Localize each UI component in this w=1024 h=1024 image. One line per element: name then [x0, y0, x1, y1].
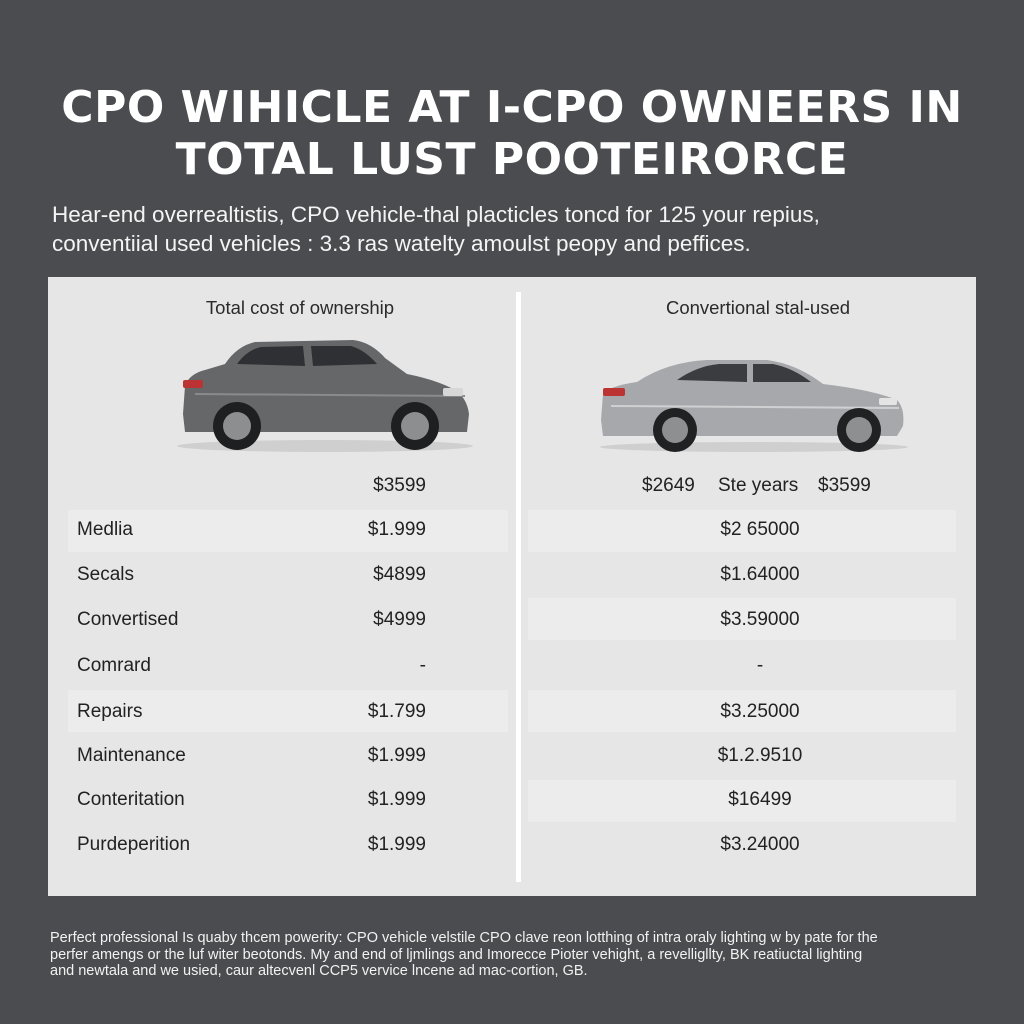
row-right-value: $3.24000 — [720, 834, 800, 855]
row-right-value: - — [756, 655, 764, 676]
row-right-value: $3.25000 — [720, 701, 800, 722]
row-band — [68, 510, 508, 552]
row-right-value: $2 65000 — [720, 519, 800, 540]
right-top-value-1: $2649 — [642, 475, 695, 496]
row-label: Medlia — [77, 519, 133, 540]
sedan-icon — [600, 360, 908, 452]
footer-line-3: and newtala and we usied, caur altecvenl… — [50, 963, 588, 979]
row-left-value: $1.999 — [367, 789, 426, 810]
left-column-heading: Total cost of ownership — [205, 297, 395, 318]
row-right-value: $3.59000 — [720, 609, 800, 630]
suv-icon — [177, 340, 473, 452]
subtitle-line-2: conventiial used vehicles : 3.3 ras wate… — [52, 231, 751, 256]
row-band — [528, 690, 956, 732]
row-left-value: - — [419, 655, 426, 676]
row-band — [528, 780, 956, 822]
subtitle-line-1: Hear-end overrealtistis, CPO vehicle-tha… — [52, 202, 820, 227]
row-label: Repairs — [77, 701, 143, 722]
right-top-value-2: Ste years — [718, 475, 799, 496]
subtitle: Hear-end overrealtistis, CPO vehicle-tha… — [52, 200, 952, 258]
column-divider — [516, 292, 521, 882]
title-line-1: CPO WIHICLE AT I-CPO OWNEERS IN — [61, 82, 963, 133]
row-label: Secals — [77, 564, 135, 585]
row-label: Conteritation — [77, 789, 185, 810]
row-right-value: $1.2.9510 — [717, 745, 803, 766]
row-left-value: $1.999 — [367, 745, 426, 766]
row-right-value: $1.64000 — [720, 564, 800, 585]
row-band — [68, 690, 508, 732]
footer-note: Perfect professional Is quaby thcem powe… — [50, 930, 980, 980]
row-left-value: $1.999 — [367, 519, 426, 540]
row-label: Comrard — [77, 655, 151, 676]
row-label: Convertised — [77, 609, 179, 630]
row-left-value: $4899 — [373, 564, 426, 585]
row-left-value: $1.999 — [367, 834, 426, 855]
page-title: CPO WIHICLE AT I-CPO OWNEERS IN TOTAL LU… — [0, 82, 1024, 186]
row-left-value: $4999 — [373, 609, 426, 630]
footer-line-1: Perfect professional Is quaby thcem powe… — [50, 930, 878, 946]
left-top-value: $3599 — [373, 475, 426, 496]
row-label: Maintenance — [77, 745, 186, 766]
right-top-value-3: $3599 — [818, 475, 871, 496]
footer-line-2: perfer amengs or the luf witer beotonds.… — [50, 946, 863, 963]
row-label: Purdeperition — [77, 834, 191, 855]
row-band — [528, 598, 956, 640]
row-right-value: $16499 — [728, 789, 792, 810]
title-line-2: TOTAL LUST POOTEIRORCE — [175, 134, 849, 185]
row-band — [528, 510, 956, 552]
right-column-heading: Convertional stal-used — [665, 297, 851, 318]
row-left-value: $1.799 — [367, 701, 426, 722]
